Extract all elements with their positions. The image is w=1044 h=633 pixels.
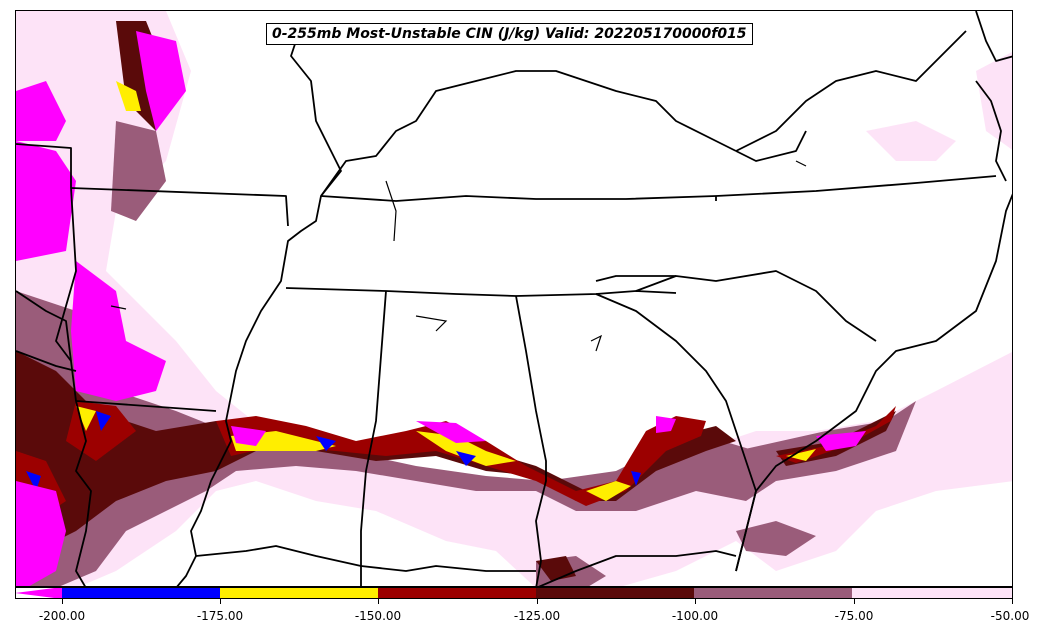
colorbar-seg-mauve	[694, 587, 852, 599]
colorbar-tick-mark	[62, 599, 63, 604]
colorbar-seg-yellow	[220, 587, 378, 599]
colorbar-extend-low	[15, 587, 62, 599]
colorbar-tick-label: -125.00	[513, 609, 561, 623]
colorbar-tick-mark	[220, 599, 221, 604]
colorbar-tick-label: -150.00	[354, 609, 402, 623]
map-title: 0-255mb Most-Unstable CIN (J/kg) Valid: …	[266, 23, 753, 45]
colorbar	[15, 587, 1013, 599]
colorbar-tick-label: -200.00	[38, 609, 86, 623]
colorbar-tick-label: -75.00	[834, 609, 874, 623]
colorbar-tick-label: -100.00	[671, 609, 719, 623]
colorbar-tick-mark	[1012, 599, 1013, 604]
colorbar-seg-blue	[62, 587, 220, 599]
cin-map	[16, 11, 1012, 586]
colorbar-tick-mark	[378, 599, 379, 604]
map-panel: 0-255mb Most-Unstable CIN (J/kg) Valid: …	[15, 10, 1013, 587]
colorbar-seg-pink	[852, 587, 1013, 599]
colorbar-tick-label: -50.00	[990, 609, 1030, 623]
cin-shading-magenta	[16, 31, 866, 586]
state-boundaries	[16, 11, 1012, 586]
colorbar-tick-label: -175.00	[196, 609, 244, 623]
colorbar-tick-mark	[537, 599, 538, 604]
colorbar-seg-red	[378, 587, 536, 599]
colorbar-seg-darkred	[536, 587, 694, 599]
lakes	[110, 160, 807, 352]
colorbar-tick-mark	[695, 599, 696, 604]
cin-shading-yellow	[76, 81, 816, 501]
colorbar-tick-mark	[854, 599, 855, 604]
